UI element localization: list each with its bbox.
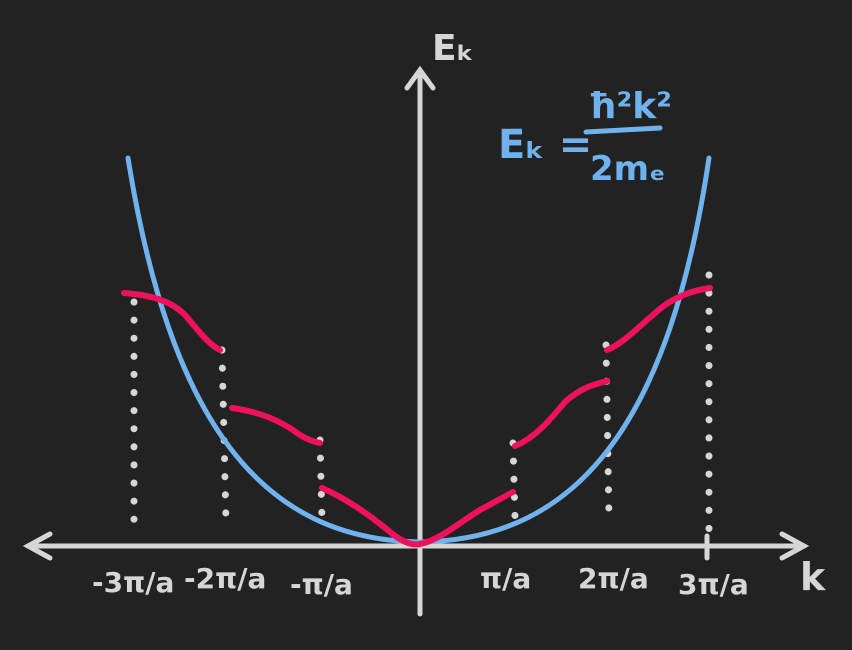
tick-labels: -3π/a -2π/a -π/a π/a 2π/a 3π/a [92, 562, 749, 601]
band-right-2 [512, 378, 610, 449]
x-axis-right-arrow [779, 531, 810, 561]
x-axis-label: k [800, 555, 826, 599]
band-right-1 [417, 489, 516, 547]
zone-boundaries [130, 271, 713, 534]
tick-label-3pi: 3π/a [678, 568, 749, 601]
tick-label-neg-3pi: -3π/a [92, 566, 174, 599]
tick-label-2pi: 2π/a [578, 562, 649, 595]
boundary-2pi [602, 341, 613, 522]
x-axis-left-arrow [22, 531, 53, 561]
boundary-neg-2pi [218, 346, 230, 526]
formula-lhs: Eₖ = [498, 122, 592, 168]
band-left-2 [229, 405, 323, 446]
energy-bands [121, 285, 713, 548]
y-axis-label: Eₖ [432, 28, 474, 69]
boundary-pi [509, 439, 519, 522]
y-axis-arrow [404, 65, 436, 91]
boundary-neg-pi [316, 436, 326, 524]
axes [22, 65, 810, 617]
formula-denominator: 2mₑ [590, 149, 665, 189]
dispersion-formula: Eₖ = ħ²k² 2mₑ [498, 86, 672, 189]
band-left-3 [121, 290, 223, 353]
tick-label-pi: π/a [480, 562, 531, 595]
band-right-3 [604, 285, 713, 353]
tick-label-neg-pi: -π/a [290, 568, 353, 601]
tick-label-neg-2pi: -2π/a [184, 562, 266, 595]
formula-fraction-bar [583, 125, 663, 135]
formula-numerator: ħ²k² [588, 86, 672, 127]
band-left-1 [319, 485, 423, 548]
